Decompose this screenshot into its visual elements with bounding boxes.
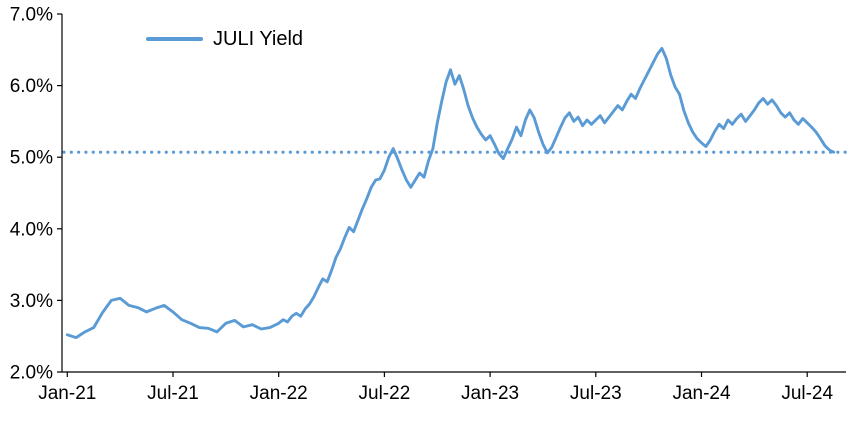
- x-tick-label: Jan-22: [250, 383, 308, 404]
- chart-legend: JULI Yield: [146, 29, 303, 49]
- legend-line-sample: [146, 37, 203, 41]
- y-tick-label: 5.0%: [10, 148, 53, 169]
- y-tick-label: 6.0%: [10, 76, 53, 97]
- x-tick-label: Jul-21: [147, 383, 199, 404]
- series-line-juli-yield: [65, 46, 836, 340]
- x-tick-label: Jul-23: [570, 383, 622, 404]
- y-tick-label: 7.0%: [10, 5, 53, 26]
- y-tick-label: 2.0%: [10, 363, 53, 384]
- legend-label: JULI Yield: [213, 28, 304, 50]
- x-tick-label: Jan-24: [672, 383, 731, 404]
- x-tick-label: Jul-24: [781, 383, 833, 404]
- x-tick-label: Jan-21: [38, 383, 96, 404]
- x-tick-label: Jan-23: [461, 383, 519, 404]
- x-tick-label: Jul-22: [359, 383, 411, 404]
- y-tick-label: 3.0%: [10, 291, 53, 312]
- y-tick-label: 4.0%: [10, 219, 53, 240]
